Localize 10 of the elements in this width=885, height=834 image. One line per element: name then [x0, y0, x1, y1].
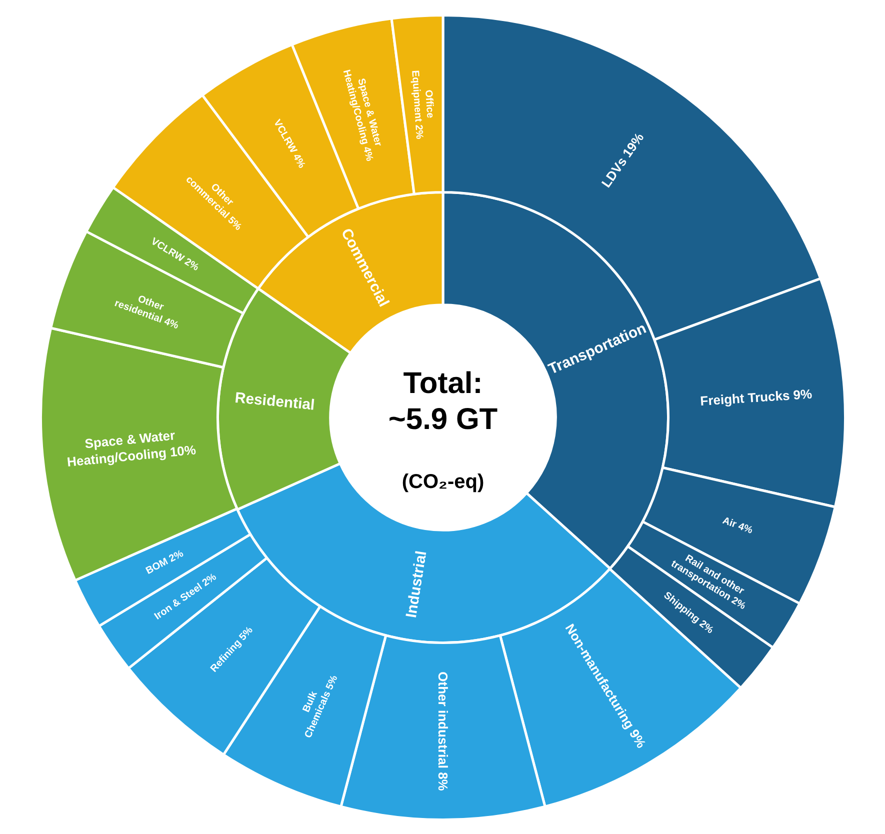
category-label: Other industrial 8%: [436, 672, 450, 791]
text: Residential: [234, 389, 316, 414]
text: Total: ~5.9 GT: [388, 366, 498, 436]
text: Industrial: [402, 550, 430, 620]
category-label: Air 4%: [720, 515, 754, 536]
category-label: Office Equipment 2%: [409, 70, 436, 140]
category-label: Freight Trucks 9%: [700, 386, 812, 408]
category-label: Space & Water Heating/Cooling 10%: [66, 428, 197, 470]
text: (CO₂-eq): [402, 470, 484, 493]
category-label: BOM 2%: [144, 548, 186, 577]
